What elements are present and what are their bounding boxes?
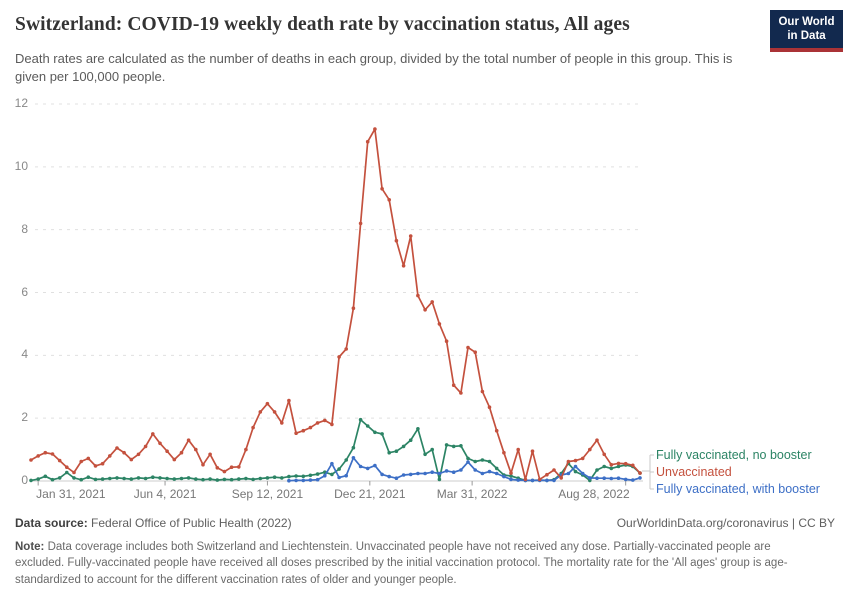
y-axis-tick-label: 10 [14,158,28,173]
footnote-label: Note: [15,541,45,553]
y-axis-tick-label: 2 [21,410,28,425]
data-source-label: Data source: [15,516,88,530]
data-source-line: Data source: Federal Office of Public He… [15,516,292,530]
x-axis-tick-label: Jun 4, 2021 [133,487,197,501]
footnote-text: Data coverage includes both Switzerland … [15,541,788,586]
legend-label: Unvaccinated [656,465,732,479]
x-axis-tick-label: Dec 21, 2021 [334,487,406,501]
page-subtitle: Death rates are calculated as the number… [15,51,733,85]
legend-label: Fully vaccinated, with booster [656,482,820,496]
owid-logo[interactable]: Our World in Data [770,10,843,52]
page-title: Switzerland: COVID-19 weekly death rate … [15,14,630,35]
y-axis-tick-label: 0 [21,473,28,487]
owid-credit-link[interactable]: OurWorldinData.org/coronavirus | CC BY [616,516,835,530]
y-axis-tick-label: 8 [21,221,28,236]
y-axis-tick-label: 4 [21,347,28,362]
legend-item-unvaccinated[interactable]: Unvaccinated [656,465,732,479]
footnote: Note: Data coverage includes both Switze… [15,539,815,588]
x-axis-tick-label: Jan 31, 2021 [36,487,106,501]
owid-logo-line2: in Data [787,30,826,42]
data-source-value: Federal Office of Public Health (2022) [87,516,292,530]
x-axis-tick-label: Aug 28, 2022 [558,487,630,501]
legend-label: Fully vaccinated, no booster [656,448,812,462]
x-axis-tick-label: Sep 12, 2021 [231,487,304,501]
legend-item-fully-vaccinated-with-booster[interactable]: Fully vaccinated, with booster [656,482,820,496]
legend-item-fully-vaccinated-no-booster[interactable]: Fully vaccinated, no booster [656,448,812,462]
y-axis-tick-label: 6 [21,284,28,299]
x-axis-tick-label: Mar 31, 2022 [436,487,508,501]
owid-logo-line1: Our World [778,15,835,28]
y-axis-tick-label: 12 [14,96,28,110]
